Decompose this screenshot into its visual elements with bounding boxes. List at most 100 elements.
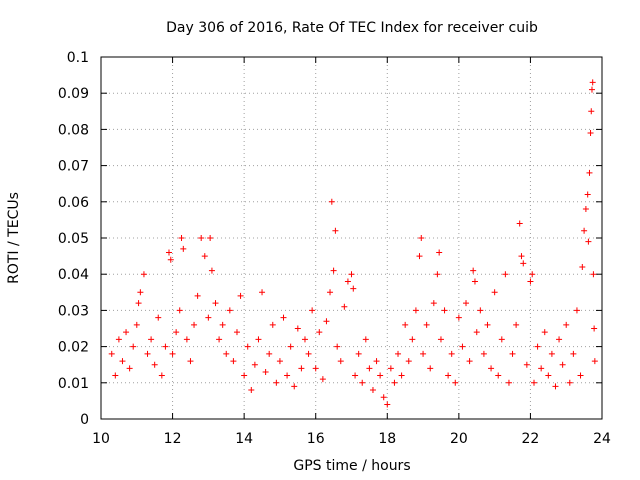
data-point	[248, 387, 255, 394]
data-point	[244, 343, 251, 350]
data-point	[384, 401, 391, 408]
data-point	[284, 372, 291, 379]
data-point	[155, 314, 162, 321]
data-point	[518, 253, 525, 260]
data-point	[151, 361, 158, 368]
data-point	[173, 329, 180, 336]
data-point	[502, 271, 509, 278]
data-point	[387, 365, 394, 372]
data-point	[123, 329, 130, 336]
data-point	[416, 253, 423, 260]
data-point	[423, 321, 430, 328]
data-point	[434, 271, 441, 278]
x-tick-label: 24	[593, 431, 611, 447]
data-point	[158, 372, 165, 379]
data-point	[589, 79, 596, 86]
data-point	[409, 336, 416, 343]
data-point	[216, 336, 223, 343]
data-point	[330, 267, 337, 274]
data-point	[563, 321, 570, 328]
data-point	[205, 314, 212, 321]
data-point	[323, 318, 330, 325]
data-point	[459, 343, 466, 350]
x-tick-label: 22	[522, 431, 540, 447]
data-point	[529, 271, 536, 278]
data-point	[552, 383, 559, 390]
data-point	[327, 289, 334, 296]
data-point	[455, 314, 462, 321]
data-point	[402, 321, 409, 328]
data-point	[112, 372, 119, 379]
data-point	[319, 376, 326, 383]
data-point	[391, 379, 398, 386]
data-point	[412, 307, 419, 314]
data-point	[445, 372, 452, 379]
data-point	[588, 86, 595, 93]
data-point	[437, 336, 444, 343]
data-point	[488, 365, 495, 372]
data-point	[280, 314, 287, 321]
data-point	[513, 321, 520, 328]
data-point	[484, 321, 491, 328]
data-point	[165, 249, 172, 256]
data-point	[140, 271, 147, 278]
data-point	[219, 321, 226, 328]
data-point	[581, 227, 588, 234]
data-point	[148, 336, 155, 343]
data-point	[420, 350, 427, 357]
x-axis-label: GPS time / hours	[293, 458, 410, 474]
data-point	[241, 372, 248, 379]
data-point	[301, 336, 308, 343]
data-point	[337, 358, 344, 365]
data-point	[538, 365, 545, 372]
data-point	[334, 343, 341, 350]
data-point	[570, 350, 577, 357]
data-point	[430, 300, 437, 307]
data-point	[208, 267, 215, 274]
data-point	[585, 238, 592, 245]
data-point	[477, 307, 484, 314]
data-point	[509, 350, 516, 357]
x-tick-label: 16	[307, 431, 325, 447]
data-point	[466, 358, 473, 365]
data-point	[591, 325, 598, 332]
data-point	[348, 271, 355, 278]
data-point	[187, 358, 194, 365]
x-tick-label: 20	[450, 431, 468, 447]
grid	[101, 57, 602, 419]
data-point	[452, 379, 459, 386]
data-point	[527, 278, 534, 285]
data-point	[373, 358, 380, 365]
y-tick-label: 0.04	[58, 267, 89, 283]
data-point	[380, 394, 387, 401]
y-tick-label: 0.07	[58, 159, 89, 175]
data-point	[436, 249, 443, 256]
data-point	[470, 267, 477, 274]
x-tick-label: 18	[378, 431, 396, 447]
data-point	[212, 300, 219, 307]
data-point	[352, 372, 359, 379]
data-point	[463, 300, 470, 307]
data-point	[291, 383, 298, 390]
data-point	[226, 307, 233, 314]
data-point	[130, 343, 137, 350]
data-point	[588, 108, 595, 115]
data-point	[566, 379, 573, 386]
data-point	[178, 235, 185, 241]
data-point	[191, 321, 198, 328]
data-points	[108, 79, 598, 408]
data-point	[344, 278, 351, 285]
y-tick-label: 0	[80, 412, 89, 428]
x-tick-label: 12	[164, 431, 182, 447]
data-point	[582, 206, 589, 213]
data-point	[230, 358, 237, 365]
data-point	[237, 292, 244, 299]
data-point	[276, 358, 283, 365]
data-point	[137, 289, 144, 296]
data-point	[545, 372, 552, 379]
data-point	[287, 343, 294, 350]
data-point	[556, 336, 563, 343]
data-point	[305, 350, 312, 357]
data-point	[523, 361, 530, 368]
